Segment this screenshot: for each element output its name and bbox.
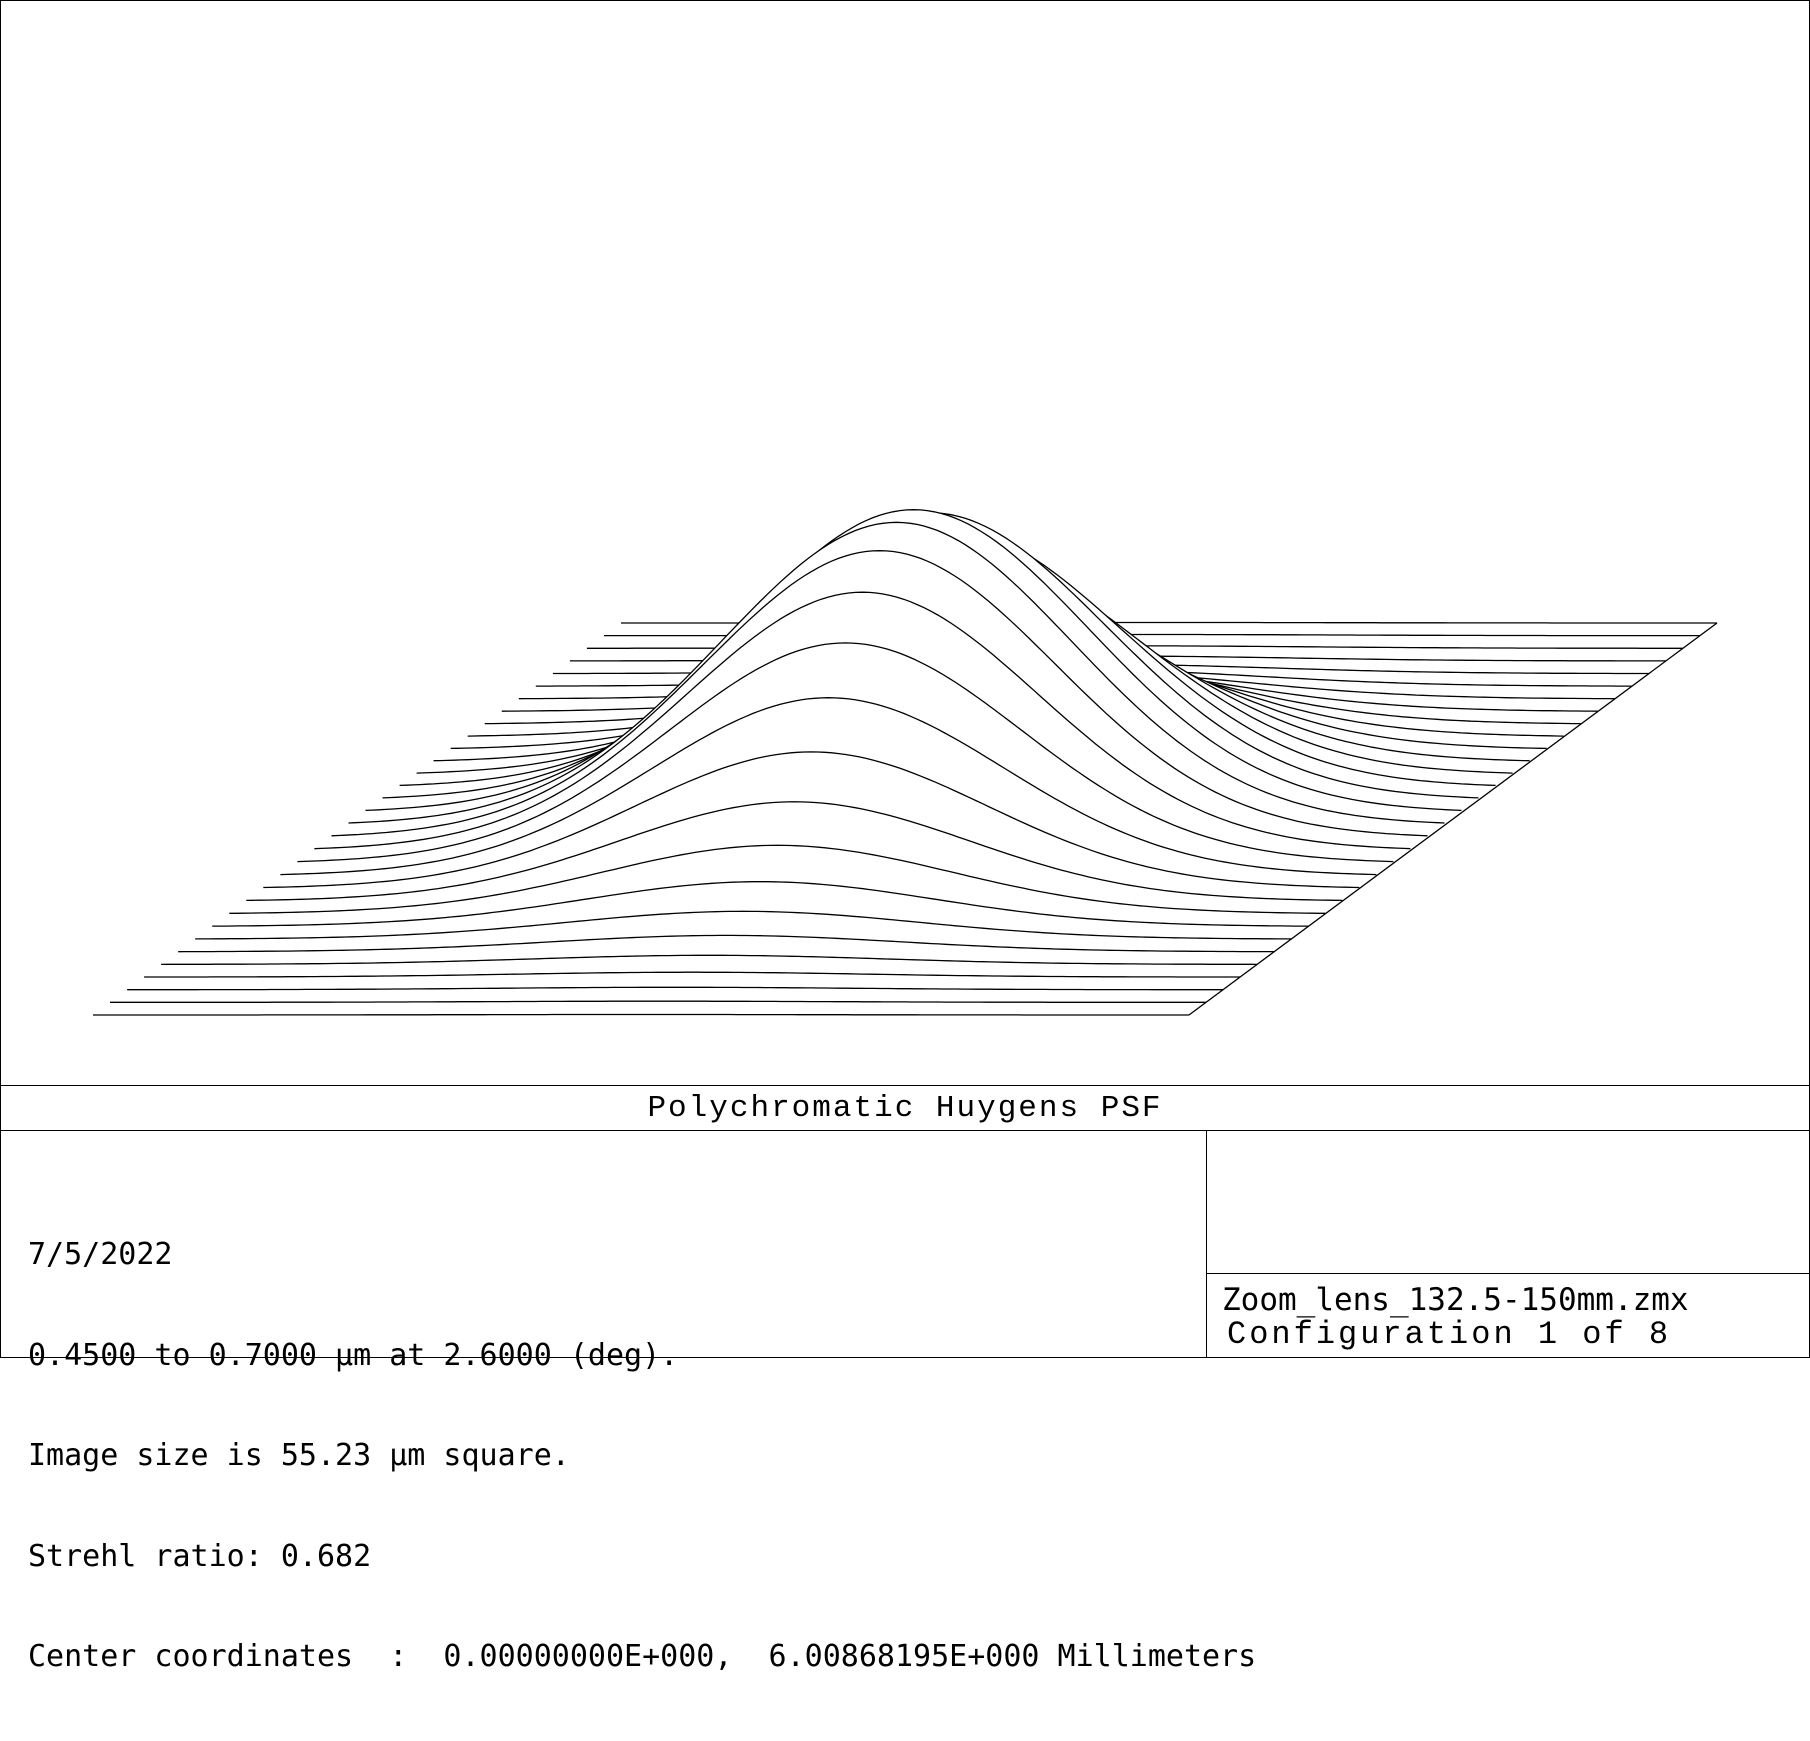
surface-row-line [110,1000,1206,1003]
surface-row-line [263,751,1360,889]
surface-row-line [178,934,1275,953]
configuration-label: Configuration 1 of 8 [1227,1316,1672,1353]
surface-row-mask [144,972,1241,980]
surface-row-line [195,910,1292,940]
surface-right-edge [1188,622,1718,1016]
surface-row-line [127,986,1224,991]
chart-title: Polychromatic Huygens PSF [647,1090,1163,1126]
surface-row-line [331,550,1428,837]
surface-row-line [297,642,1394,863]
surface-row-line [246,801,1343,902]
file-name: Zoom_lens_132.5-150mm.zmx [1222,1282,1689,1318]
surface-row-line [280,697,1377,876]
info-center-coordinates: Center coordinates : 0.00000000E+000, 6.… [28,1639,1257,1674]
surface-rows [93,509,1717,1017]
file-panel: Zoom_lens_132.5-150mm.zmx Configuration … [1207,1131,1809,1357]
surface-row-line [229,844,1326,914]
surface-row-mask [127,987,1224,992]
psf-window: Polychromatic Huygens PSF 7/5/2022 0.450… [0,0,1810,1673]
surface-row-line [314,591,1411,850]
surface-row-mask [178,935,1275,954]
file-box: Zoom_lens_132.5-150mm.zmx Configuration … [1207,1273,1809,1358]
info-date: 7/5/2022 [28,1237,173,1272]
surface-row-mask [195,911,1292,942]
info-lines: 7/5/2022 0.4500 to 0.7000 µm at 2.6000 (… [28,1171,1256,1741]
surface-row-line [348,521,1445,824]
surface-row-line [161,954,1258,966]
surface-row-line [212,881,1309,927]
surface-row-mask [161,955,1258,967]
info-image-size: Image size is 55.23 µm square. [28,1438,570,1473]
info-panel: 7/5/2022 0.4500 to 0.7000 µm at 2.6000 (… [1,1131,1256,1673]
psf-surface-plot [2,2,1808,1085]
title-bar: Polychromatic Huygens PSF [1,1085,1809,1131]
psf-surface-svg [93,509,1718,1017]
surface-row-line [365,509,1462,812]
surface-row-line [144,971,1241,978]
info-wavelength: 0.4500 to 0.7000 µm at 2.6000 (deg). [28,1337,679,1373]
surface-row-line [93,1013,1189,1016]
surface-row-mask [229,845,1326,916]
info-strehl: Strehl ratio: 0.682 [28,1538,372,1574]
surface-row-mask [212,881,1309,929]
